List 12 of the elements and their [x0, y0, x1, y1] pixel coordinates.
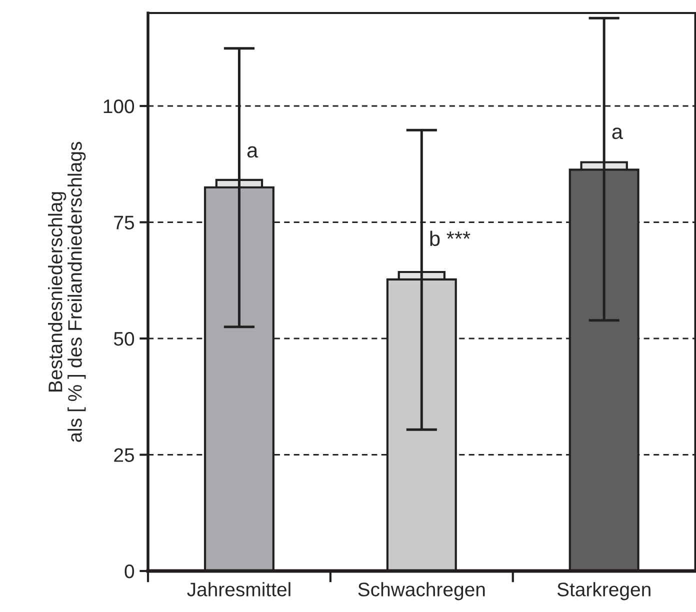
y-axis-title: Bestandesniederschlag als [ % ] des Freilandniederschlags [48, 142, 86, 442]
annotation: b *** [430, 230, 470, 246]
y-tick-label: 25 [114, 448, 134, 462]
annotation: a [612, 128, 623, 140]
y-tick-label: 100 [104, 99, 134, 114]
y-tick-label: 0 [124, 564, 134, 578]
annotation: a [247, 146, 258, 158]
x-tick-label: Starkregen [557, 582, 650, 600]
x-tick-label: Schwachregen [358, 582, 485, 600]
x-tick-label: Jahresmittel [187, 582, 290, 596]
y-tick-label: 50 [114, 332, 134, 346]
y-tick-label: 75 [114, 216, 134, 230]
